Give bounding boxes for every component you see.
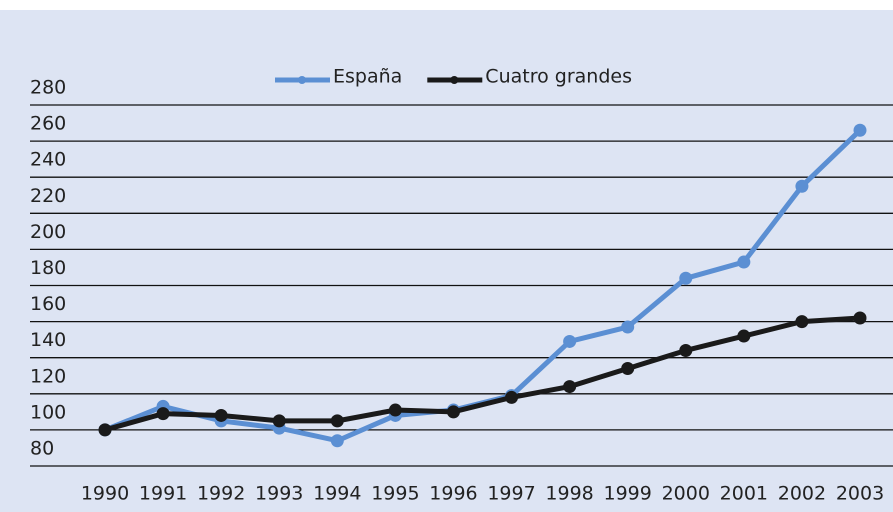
data-point (621, 362, 635, 376)
x-tick-label: 2003 (836, 483, 884, 505)
data-point (563, 380, 577, 394)
y-tick-label: 140 (30, 329, 66, 351)
legend-marker (298, 76, 306, 84)
data-point (795, 179, 809, 193)
data-point (679, 343, 693, 357)
y-tick-label: 180 (30, 257, 66, 279)
x-tick-label: 2001 (720, 483, 768, 505)
x-tick-label: 1995 (371, 483, 419, 505)
x-tick-label: 1996 (429, 483, 477, 505)
x-tick-label: 1993 (255, 483, 303, 505)
y-tick-label: 260 (30, 113, 66, 135)
y-tick-label: 120 (30, 365, 66, 387)
data-point (214, 408, 228, 422)
series-line (104, 315, 861, 433)
data-point (737, 329, 751, 343)
legend-marker (450, 76, 459, 84)
y-tick-label: 160 (30, 293, 66, 315)
y-tick-label: 80 (30, 438, 54, 460)
y-tick-label: 280 (30, 77, 66, 99)
data-point (853, 123, 867, 137)
legend-label: España (333, 66, 402, 88)
y-tick-label: 200 (30, 221, 66, 243)
y-tick-label: 220 (30, 185, 66, 207)
x-tick-label: 1998 (545, 483, 593, 505)
legend-label: Cuatro grandes (485, 66, 632, 88)
data-point (563, 334, 577, 348)
x-tick-label: 1997 (487, 483, 535, 505)
y-tick-label: 100 (30, 401, 66, 423)
data-point (621, 320, 635, 334)
y-tick-label: 240 (30, 149, 66, 171)
chart-background (0, 10, 893, 512)
data-point (446, 405, 460, 419)
x-tick-label: 1990 (81, 483, 129, 505)
x-tick-label: 1994 (313, 483, 361, 505)
x-tick-label: 1999 (604, 483, 652, 505)
data-point (679, 271, 693, 285)
x-tick-label: 1992 (197, 483, 245, 505)
data-point (98, 423, 112, 437)
data-point (505, 390, 519, 404)
data-point (737, 255, 751, 269)
x-tick-label: 2000 (662, 483, 710, 505)
data-point (853, 311, 867, 325)
data-point (795, 315, 809, 329)
data-point (330, 414, 344, 428)
x-tick-label: 2002 (778, 483, 826, 505)
data-point (388, 403, 402, 417)
data-point (272, 414, 286, 428)
data-point (330, 434, 344, 448)
data-point (156, 407, 170, 421)
x-tick-label: 1991 (139, 483, 187, 505)
